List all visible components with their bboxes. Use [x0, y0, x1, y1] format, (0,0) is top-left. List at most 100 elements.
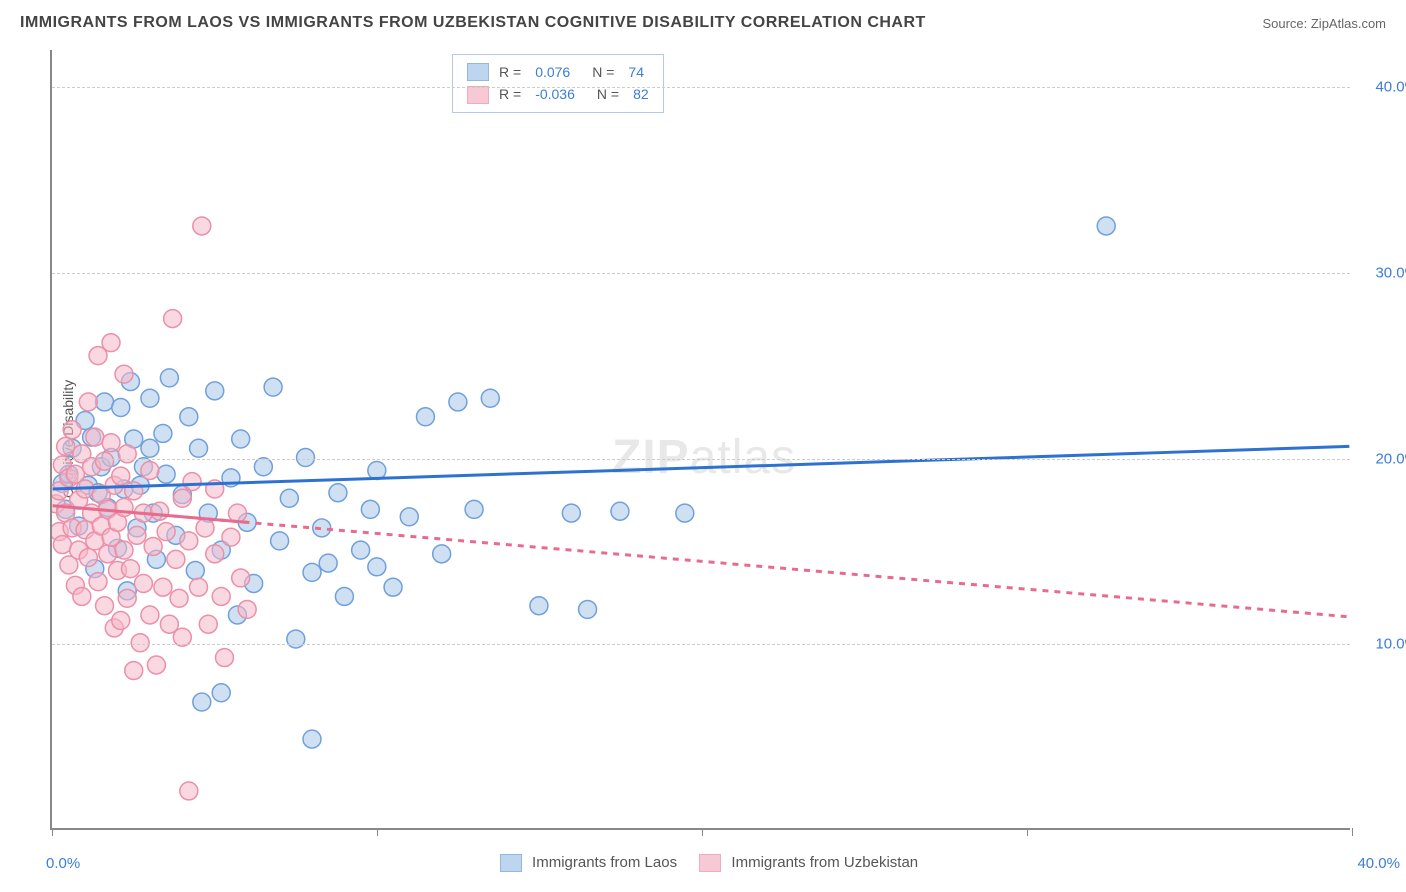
data-point	[167, 526, 185, 544]
data-point	[183, 473, 201, 491]
data-point	[115, 499, 133, 517]
data-point	[238, 600, 256, 618]
data-point	[215, 649, 233, 667]
data-point	[79, 549, 97, 567]
data-point	[99, 500, 117, 518]
data-point	[228, 504, 246, 522]
watermark-thin: atlas	[690, 431, 796, 484]
data-point	[131, 476, 149, 494]
x-tick-mark	[702, 828, 703, 836]
data-point	[303, 730, 321, 748]
data-point	[115, 480, 133, 498]
data-point	[154, 424, 172, 442]
data-point	[465, 500, 483, 518]
data-point	[105, 476, 123, 494]
gridline	[52, 87, 1350, 88]
data-point	[112, 467, 130, 485]
x-tick-mark	[52, 828, 53, 836]
data-point	[53, 536, 71, 554]
data-point	[180, 782, 198, 800]
bottom-swatch-0	[500, 854, 522, 872]
data-point	[313, 519, 331, 537]
data-point	[112, 612, 130, 630]
data-point	[134, 504, 152, 522]
gridline	[52, 644, 1350, 645]
data-point	[70, 491, 88, 509]
data-point	[73, 587, 91, 605]
source-label: Source: ZipAtlas.com	[1262, 16, 1386, 31]
data-point	[53, 474, 71, 492]
data-point	[128, 526, 146, 544]
data-point	[86, 560, 104, 578]
data-point	[303, 563, 321, 581]
data-point	[96, 597, 114, 615]
data-point	[70, 517, 88, 535]
data-point	[238, 513, 256, 531]
r-label-0: R =	[499, 61, 521, 83]
data-point	[611, 502, 629, 520]
data-point	[449, 393, 467, 411]
data-point	[193, 217, 211, 235]
data-point	[228, 606, 246, 624]
data-point	[173, 489, 191, 507]
data-point	[102, 449, 120, 467]
data-point	[384, 578, 402, 596]
data-point	[368, 462, 386, 480]
data-point	[60, 556, 78, 574]
plot-region: ZIPatlas R = 0.076 N = 74 R = -0.036 N =…	[50, 50, 1350, 830]
data-point	[102, 334, 120, 352]
data-point	[329, 484, 347, 502]
x-tick-label-max: 40.0%	[1357, 855, 1400, 872]
data-point	[147, 550, 165, 568]
data-point	[92, 486, 110, 504]
data-point	[232, 430, 250, 448]
gridline	[52, 273, 1350, 274]
data-point	[206, 545, 224, 563]
data-point	[190, 439, 208, 457]
data-point	[76, 521, 94, 539]
data-point	[92, 458, 110, 476]
data-point	[96, 452, 114, 470]
data-point	[66, 576, 84, 594]
data-point	[264, 378, 282, 396]
data-point	[164, 310, 182, 328]
data-point	[52, 495, 65, 513]
data-point	[190, 578, 208, 596]
data-point	[115, 541, 133, 559]
data-point	[131, 634, 149, 652]
data-point	[271, 532, 289, 550]
data-point	[368, 558, 386, 576]
data-point	[280, 489, 298, 507]
data-point	[212, 684, 230, 702]
data-point	[144, 504, 162, 522]
data-point	[60, 469, 78, 487]
data-point	[530, 597, 548, 615]
data-point	[319, 554, 337, 572]
data-point	[157, 523, 175, 541]
data-point	[232, 569, 250, 587]
data-point	[73, 445, 91, 463]
data-point	[147, 656, 165, 674]
data-point	[86, 532, 104, 550]
data-point	[76, 411, 94, 429]
bottom-legend: Immigrants from Laos Immigrants from Uzb…	[50, 854, 1350, 872]
data-point	[196, 519, 214, 537]
data-point	[335, 587, 353, 605]
data-point	[57, 437, 75, 455]
data-point	[206, 382, 224, 400]
data-point	[83, 458, 101, 476]
chart-title: IMMIGRANTS FROM LAOS VS IMMIGRANTS FROM …	[20, 14, 926, 32]
gridline	[52, 459, 1350, 460]
data-point	[89, 573, 107, 591]
data-point	[118, 445, 136, 463]
data-point	[212, 587, 230, 605]
data-point	[70, 541, 88, 559]
data-point	[562, 504, 580, 522]
data-point	[151, 502, 169, 520]
data-point	[121, 373, 139, 391]
data-point	[63, 519, 81, 537]
data-point	[83, 428, 101, 446]
data-point	[89, 484, 107, 502]
data-point	[160, 369, 178, 387]
y-tick-label: 30.0%	[1375, 264, 1406, 281]
